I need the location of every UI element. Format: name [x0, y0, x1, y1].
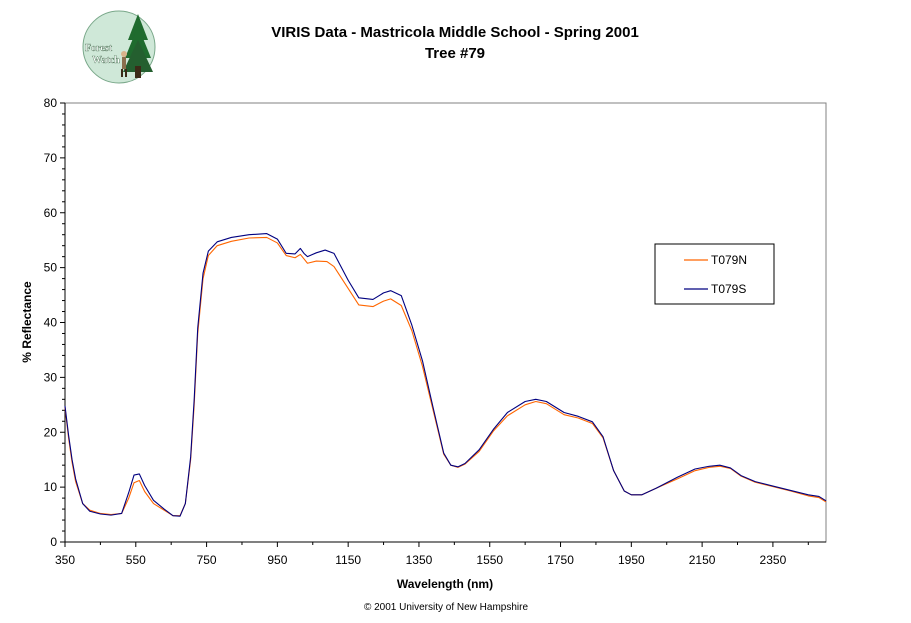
x-tick-label: 2150 — [689, 553, 716, 567]
person-icon — [121, 51, 127, 77]
plot-area — [64, 102, 827, 543]
legend-box — [654, 243, 775, 305]
x-tick-label: 1950 — [618, 553, 645, 567]
y-tick-label: 60 — [44, 206, 58, 220]
x-tick-label: 350 — [55, 553, 75, 567]
copyright-text: © 2001 University of New Hampshire — [364, 602, 529, 613]
y-tick-label: 30 — [44, 370, 58, 384]
legend-label-T079N: T079N — [711, 253, 747, 267]
y-tick-label: 10 — [44, 480, 58, 494]
y-axis-ticks: 0 10 20 30 40 50 60 70 80 — [44, 96, 65, 549]
chart-title: VIRIS Data - Mastricola Middle School - … — [271, 24, 639, 41]
y-tick-label: 50 — [44, 261, 58, 275]
x-tick-label: 550 — [126, 553, 146, 567]
x-tick-label: 1350 — [406, 553, 433, 567]
y-tick-label: 80 — [44, 96, 58, 110]
chart-subtitle: Tree #79 — [425, 45, 485, 62]
y-axis-title: % Reflectance — [20, 281, 34, 363]
x-tick-label: 2350 — [760, 553, 787, 567]
logo-text-forest: Forest — [85, 43, 113, 54]
tree-icon — [123, 14, 153, 78]
y-tick-label: 70 — [44, 151, 58, 165]
y-tick-label: 20 — [44, 425, 58, 439]
legend: T079N T079S — [654, 243, 775, 305]
y-minor-ticks — [62, 113, 65, 532]
forest-watch-logo: Forest Watch — [82, 10, 156, 84]
x-axis-title: Wavelength (nm) — [397, 577, 493, 591]
y-tick-label: 40 — [44, 316, 58, 330]
x-tick-label: 1150 — [335, 553, 361, 567]
x-tick-label: 1750 — [547, 553, 574, 567]
y-tick-label: 0 — [50, 535, 57, 549]
x-tick-label: 750 — [197, 553, 217, 567]
x-axis-ticks: 350 550 750 950 1150 1350 1550 1750 1950 2150 2350 — [55, 542, 809, 567]
series-layer — [64, 233, 827, 517]
x-tick-label: 950 — [267, 553, 287, 567]
x-tick-label: 1550 — [476, 553, 503, 567]
series-line-T079S — [64, 233, 827, 517]
legend-label-T079S: T079S — [711, 282, 746, 296]
logo-text-watch: Watch — [92, 55, 120, 66]
